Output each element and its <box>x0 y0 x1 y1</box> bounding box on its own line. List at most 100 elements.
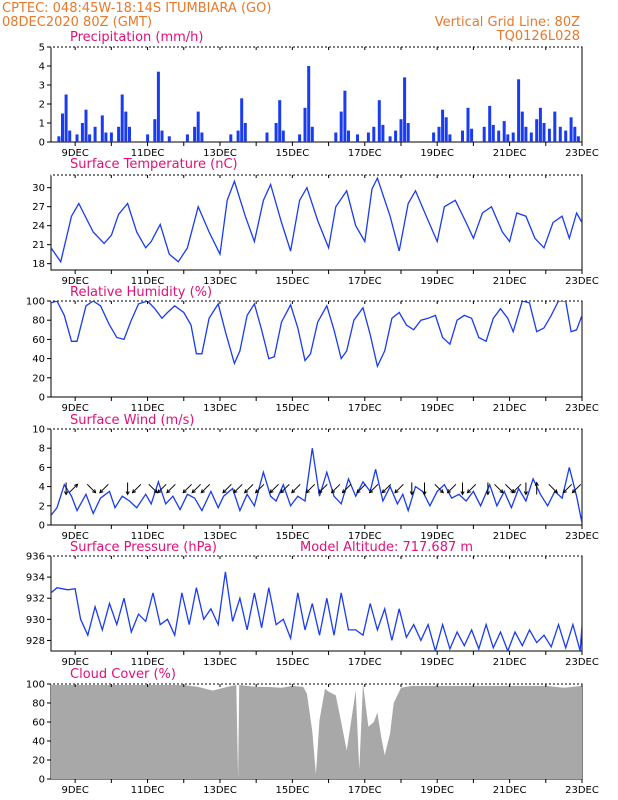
precip-bar <box>274 123 278 142</box>
y-tick-label: 30 <box>32 183 45 194</box>
y-tick-label: 0 <box>39 138 45 149</box>
y-tick-label: 60 <box>32 335 45 346</box>
precip-bar <box>538 107 542 142</box>
wind-arrow <box>243 483 254 494</box>
y-tick-label: 100 <box>26 297 45 308</box>
y-tick-label: 40 <box>32 354 45 365</box>
x-tick-label: 17DEC <box>348 148 382 159</box>
wind-arrow <box>305 483 316 494</box>
panel-pressure: Surface Pressure (hPa) Model Altitude: 7… <box>26 540 599 668</box>
y-tick-label: 0 <box>39 775 45 786</box>
x-tick-label: 23DEC <box>565 403 599 414</box>
wind-arrow <box>86 483 97 494</box>
x-tick-label: 15DEC <box>276 403 310 414</box>
precip-bar <box>377 100 381 142</box>
x-tick-label: 15DEC <box>276 657 310 668</box>
wind-arrow <box>182 483 192 494</box>
x-tick-label: 19DEC <box>420 276 454 287</box>
precip-bar <box>564 130 568 142</box>
precip-bar <box>120 94 124 142</box>
precip-bar <box>196 111 200 142</box>
precip-bar <box>441 109 445 142</box>
precip-bar <box>61 113 64 142</box>
wind-arrow <box>157 483 167 494</box>
precip-bar <box>394 130 398 142</box>
x-tick-label: 17DEC <box>348 785 382 796</box>
y-tick-label: 2 <box>39 100 45 111</box>
x-tick-label: 15DEC <box>276 148 310 159</box>
precip-bar <box>506 134 510 142</box>
wind-arrow <box>63 482 69 496</box>
precip-bar <box>432 132 436 142</box>
wind-arrow <box>446 483 457 494</box>
temp-title: Surface Temperature (nC) <box>70 157 238 172</box>
header-location: CPTEC: 048:45W-18:14S ITUMBIARA (GO) <box>2 1 271 16</box>
wind-arrow <box>99 483 109 494</box>
wind-arrow <box>394 483 404 494</box>
wind-arrow <box>409 482 414 496</box>
y-tick-label: 18 <box>32 259 45 270</box>
wind-title: Surface Wind (m/s) <box>70 413 194 428</box>
x-tick-label: 17DEC <box>348 531 382 542</box>
precip-bar <box>156 71 160 142</box>
precip-bar <box>347 130 350 142</box>
x-tick-label: 19DEC <box>420 785 454 796</box>
precip-bar <box>497 130 501 142</box>
y-tick-label: 60 <box>32 718 45 729</box>
y-tick-label: 40 <box>32 737 45 748</box>
precip-bar <box>310 126 314 142</box>
precip-bar <box>93 126 97 142</box>
precip-bar <box>57 136 61 142</box>
y-tick-label: 934 <box>26 573 45 584</box>
header-grid-note: Vertical Grid Line: 80Z <box>435 15 580 30</box>
precip-bar <box>75 134 79 142</box>
wind-arrow <box>381 483 392 494</box>
wind-arrow <box>434 483 444 494</box>
precip-bar <box>444 117 448 142</box>
x-tick-label: 11DEC <box>131 657 165 668</box>
precip-bar <box>68 130 72 142</box>
precip-bar <box>124 111 128 142</box>
precip-bar <box>117 126 121 142</box>
x-tick-label: 21DEC <box>493 403 527 414</box>
precip-bar <box>520 111 524 142</box>
precip-bar <box>524 126 528 142</box>
cloud-title: Cloud Cover (%) <box>70 667 176 682</box>
x-tick-label: 17DEC <box>348 657 382 668</box>
precip-bar <box>547 128 551 142</box>
wind-arrow <box>368 483 379 494</box>
y-tick-label: 80 <box>32 699 45 710</box>
y-tick-label: 20 <box>32 756 45 767</box>
wind-arrow <box>460 482 465 496</box>
precip-bar <box>388 136 392 142</box>
plot-frame <box>50 300 583 398</box>
precip-bar <box>243 123 247 142</box>
precip-bar <box>448 134 452 142</box>
x-tick-label: 11DEC <box>131 531 165 542</box>
temp-plot: 18 21 24 27 30 9DEC 11DEC 13DEC 15DEC 17DEC 19DEC 2… <box>32 174 599 287</box>
y-tick-label: 100 <box>26 680 45 691</box>
precip-bar <box>193 126 197 142</box>
x-tick-label: 13DEC <box>203 403 237 414</box>
precip-bar <box>573 126 577 142</box>
wind-arrow <box>233 483 243 494</box>
y-tick-label: 932 <box>26 594 45 605</box>
x-tick-label: 15DEC <box>276 785 310 796</box>
x-tick-label: 9DEC <box>61 785 88 796</box>
temp-line <box>51 176 582 264</box>
precip-bar <box>399 119 403 142</box>
precip-bar <box>229 134 233 142</box>
x-tick-label: 15DEC <box>276 276 310 287</box>
precip-bar <box>200 132 204 142</box>
y-tick-label: 6 <box>39 463 45 474</box>
precip-bar <box>100 115 104 142</box>
wind-arrow <box>330 483 341 494</box>
wind-arrow <box>291 483 301 494</box>
header-model-id: TQ0126L028 <box>496 29 580 44</box>
pres-line <box>51 571 582 651</box>
y-tick-label: 80 <box>32 316 45 327</box>
y-tick-label: 24 <box>32 221 45 232</box>
precip-bar <box>356 134 359 142</box>
y-tick-label: 10 <box>32 425 45 436</box>
